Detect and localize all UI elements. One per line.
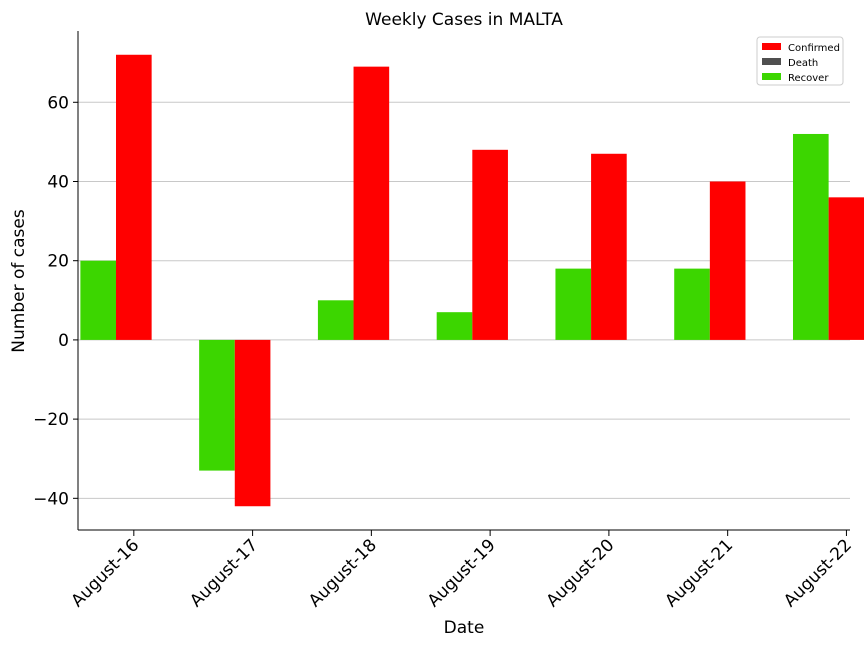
legend-label: Death — [788, 58, 818, 69]
x-tick-label: August-16 — [68, 535, 144, 611]
bar-recover — [199, 339, 235, 471]
y-tick-label: 40 — [47, 172, 69, 192]
x-tick-label: August-18 — [305, 535, 381, 611]
legend-swatch — [762, 43, 781, 50]
bar-confirmed — [591, 153, 627, 340]
bars — [80, 54, 864, 507]
legend-label: Confirmed — [788, 43, 840, 54]
legend-swatch — [762, 58, 781, 65]
bar-confirmed — [709, 181, 746, 340]
legend-swatch — [762, 73, 781, 80]
x-axis-label: Date — [444, 618, 485, 638]
y-tick-label: −20 — [33, 410, 69, 430]
bar-recover — [436, 312, 473, 340]
x-tick-label: August-17 — [186, 535, 262, 611]
chart-title: Weekly Cases in MALTA — [365, 10, 563, 30]
bar-recover — [555, 268, 592, 340]
bar-recover — [317, 300, 354, 340]
axes — [77, 31, 850, 531]
bar-recover — [80, 260, 117, 340]
y-ticks: −40 −20 0 20 40 60 — [33, 93, 78, 509]
bar-recover — [792, 133, 829, 340]
x-tick-label: August-20 — [543, 535, 619, 611]
y-tick-label: 60 — [47, 93, 69, 113]
x-tick-label: August-19 — [424, 535, 500, 611]
bar-confirmed — [472, 149, 508, 340]
x-ticks: August-16 August-17 August-18 August-19 Augu… — [68, 530, 856, 611]
legend: Confirmed Death Recover — [756, 36, 844, 86]
bar-confirmed — [353, 66, 390, 340]
x-tick-label: August-21 — [661, 535, 737, 611]
y-tick-label: −40 — [33, 489, 69, 509]
bar-confirmed — [828, 197, 864, 340]
legend-label: Recover — [788, 73, 829, 84]
y-tick-label: 0 — [58, 331, 69, 351]
y-axis-label: Number of cases — [9, 209, 29, 353]
x-tick-label: August-22 — [780, 535, 856, 611]
bar-confirmed — [234, 339, 271, 507]
bar-recover — [674, 268, 710, 340]
y-tick-label: 20 — [47, 252, 69, 272]
bar-confirmed — [116, 54, 152, 340]
